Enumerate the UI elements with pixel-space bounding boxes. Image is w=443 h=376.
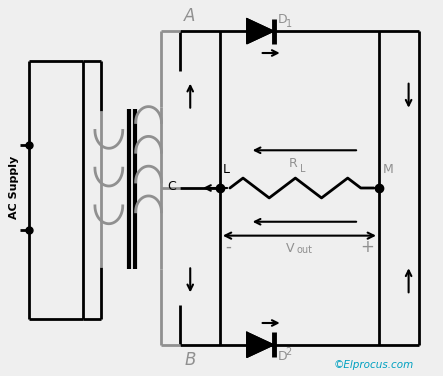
Text: 1: 1 [286, 19, 291, 29]
Text: AC Supply: AC Supply [8, 156, 19, 219]
Text: C: C [167, 179, 176, 193]
Text: -: - [225, 238, 231, 256]
Polygon shape [247, 332, 274, 357]
Text: B: B [184, 351, 196, 369]
Text: M: M [383, 163, 393, 176]
Text: R: R [289, 157, 298, 170]
Text: +: + [360, 238, 374, 256]
Text: ©Elprocus.com: ©Elprocus.com [333, 360, 414, 370]
Text: out: out [296, 244, 312, 255]
Text: 2: 2 [286, 347, 292, 357]
Text: A: A [184, 7, 196, 25]
Text: L: L [300, 164, 305, 174]
Polygon shape [247, 19, 274, 44]
Text: L: L [223, 163, 230, 176]
Text: V: V [286, 242, 295, 255]
Text: D: D [278, 13, 287, 26]
Text: D: D [278, 350, 287, 363]
